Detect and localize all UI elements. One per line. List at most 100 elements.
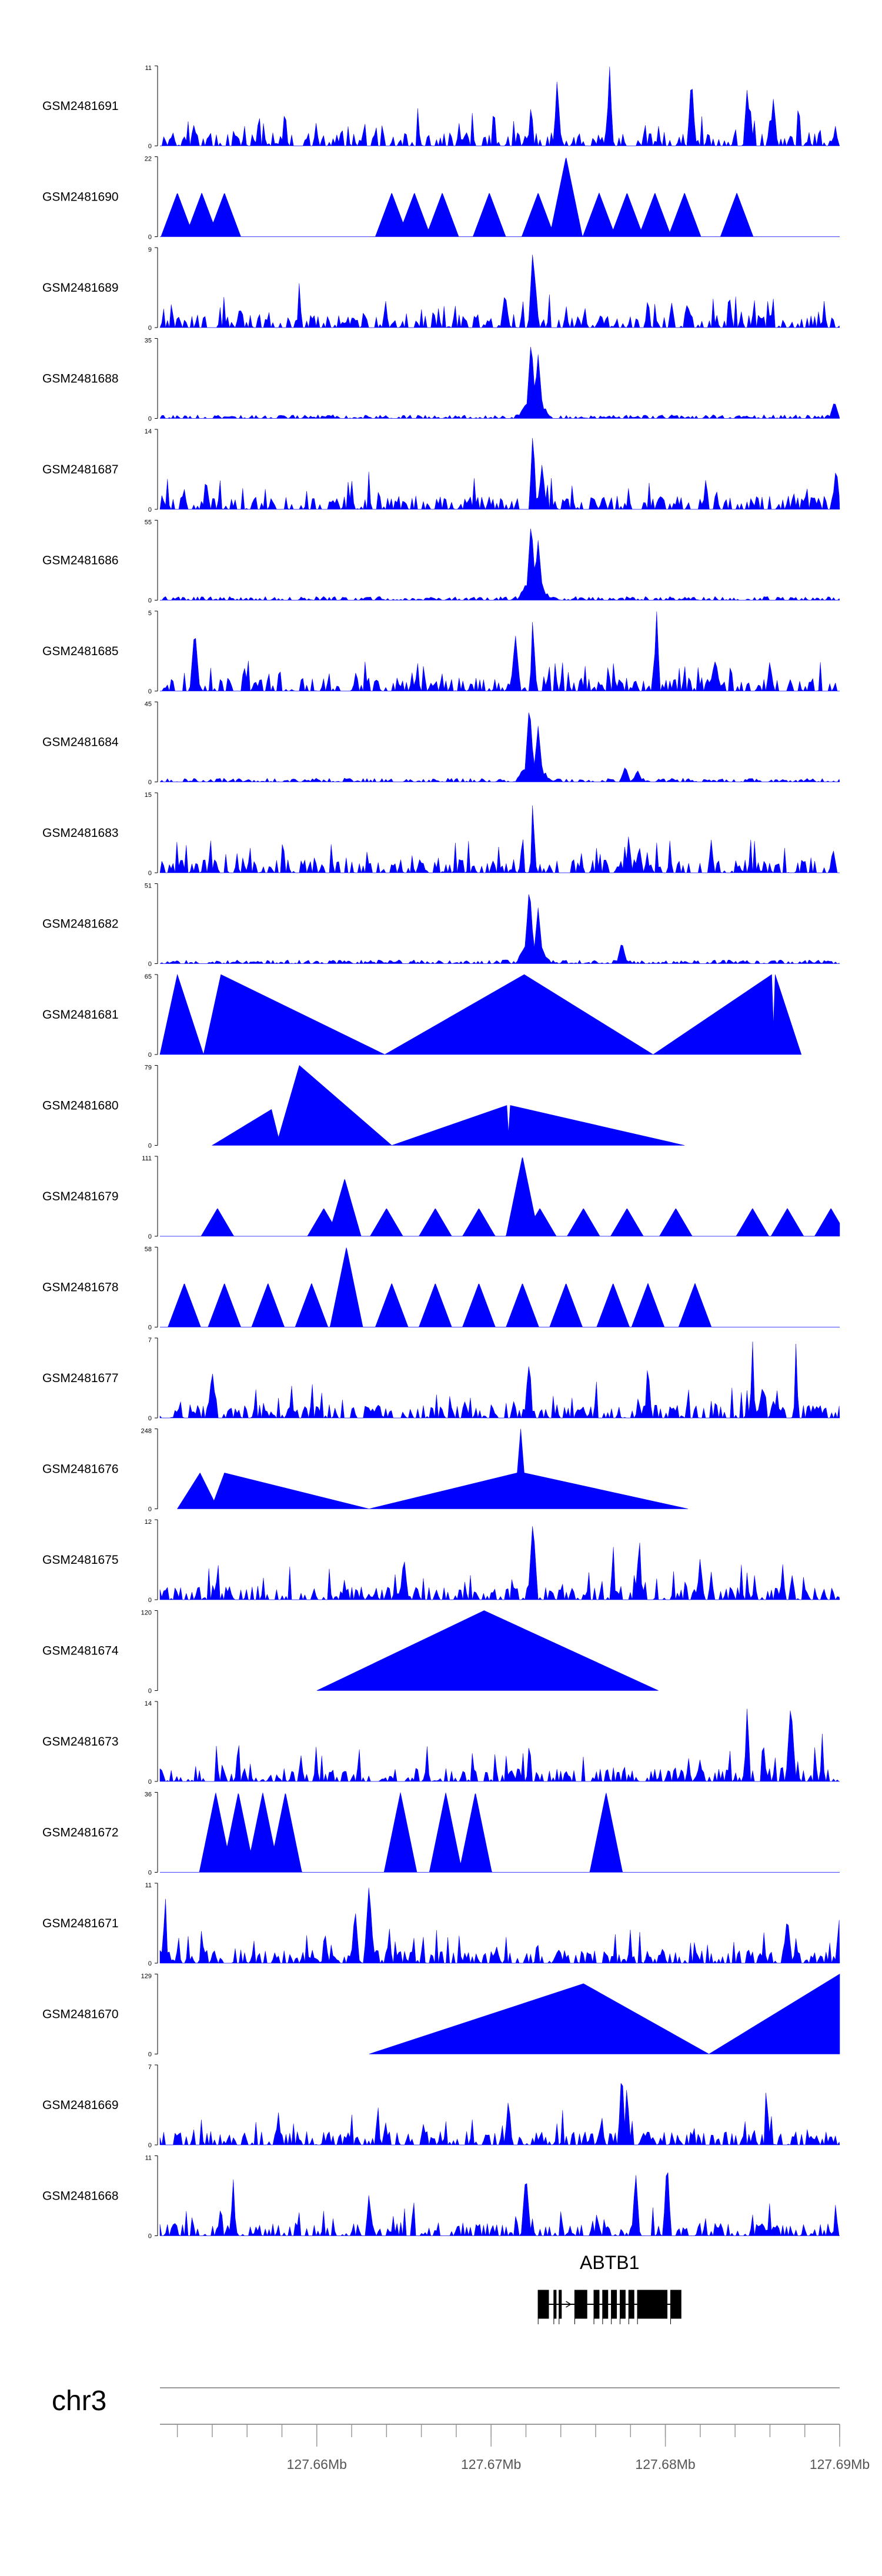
track-GSM2481673: GSM2481673 14 0 [42, 1700, 840, 1786]
chromosome-label: chr3 [52, 2385, 106, 2417]
track-label: GSM2481680 [42, 1099, 119, 1113]
track-GSM2481681: GSM2481681 65 0 [42, 973, 802, 1059]
y-tick-label-min: 0 [148, 2233, 152, 2240]
gene-exon-8 [628, 2290, 634, 2319]
y-tick-label-min: 0 [148, 1778, 152, 1786]
coverage-area [159, 973, 802, 1056]
track-label: GSM2481675 [42, 1553, 119, 1567]
y-tick-label-max: 45 [145, 701, 152, 708]
track-GSM2481688: GSM2481688 35 0 [42, 338, 840, 423]
track-label: GSM2481683 [42, 826, 119, 840]
track-GSM2481683: GSM2481683 15 0 [42, 792, 840, 877]
y-tick-label-min: 0 [148, 1506, 152, 1513]
y-tick-label-min: 0 [148, 779, 152, 786]
y-tick-label-min: 0 [148, 870, 152, 877]
coverage-area [159, 438, 840, 510]
track-GSM2481691: GSM2481691 11 0 [42, 65, 840, 150]
axis-tick-label: 127.66Mb [287, 2457, 347, 2472]
track-label: GSM2481671 [42, 1917, 119, 1930]
coverage-area [159, 346, 840, 419]
gene-model-track: ABTB1 [537, 2252, 681, 2324]
y-tick-label-min: 0 [148, 234, 152, 241]
y-tick-label-max: 55 [145, 519, 152, 526]
track-GSM2481684: GSM2481684 45 0 [42, 701, 840, 786]
y-tick-label-min: 0 [148, 961, 152, 968]
gene-exon-0 [537, 2290, 549, 2319]
y-tick-label-max: 7 [148, 2064, 152, 2071]
y-tick-label-max: 11 [145, 65, 152, 72]
coverage-area [160, 157, 840, 238]
y-tick-label-min: 0 [148, 506, 152, 513]
track-label: GSM2481674 [42, 1644, 119, 1658]
gene-exon-3 [574, 2290, 587, 2319]
axis-tick-label: 127.67Mb [461, 2457, 521, 2472]
track-GSM2481670: GSM2481670 129 0 [42, 1973, 840, 2058]
axis-tick-label: 127.69Mb [810, 2457, 870, 2472]
track-GSM2481680: GSM2481680 79 0 [42, 1065, 685, 1150]
y-tick-label-max: 79 [145, 1065, 152, 1072]
y-tick-label-max: 9 [148, 246, 152, 253]
track-label: GSM2481690 [42, 191, 119, 204]
y-tick-label-min: 0 [148, 2142, 152, 2149]
track-GSM2481671: GSM2481671 11 0 [42, 1882, 840, 1967]
track-GSM2481677: GSM2481677 7 0 [42, 1337, 840, 1422]
track-label: GSM2481676 [42, 1463, 119, 1476]
y-tick-label-max: 129 [141, 1973, 152, 1980]
coverage-tracks: GSM2481691110GSM2481690220GSM248168990GS… [42, 65, 840, 2240]
y-tick-label-min: 0 [148, 143, 152, 150]
track-GSM2481679: GSM2481679 111 0 [42, 1155, 840, 1240]
track-GSM2481687: GSM2481687 14 0 [42, 428, 840, 513]
track-GSM2481682: GSM2481682 51 0 [42, 883, 840, 968]
y-tick-label-max: 248 [141, 1428, 152, 1435]
y-tick-label-max: 5 [148, 610, 152, 617]
y-tick-label-max: 65 [145, 973, 152, 980]
track-GSM2481686: GSM2481686 55 0 [42, 519, 840, 605]
gene-label: ABTB1 [580, 2252, 639, 2273]
coverage-area [177, 1429, 689, 1509]
y-tick-label-min: 0 [148, 1052, 152, 1059]
coverage-area [159, 805, 840, 873]
y-tick-label-min: 0 [148, 1870, 152, 1877]
y-tick-label-max: 120 [141, 1610, 152, 1617]
track-GSM2481685: GSM2481685 5 0 [42, 610, 840, 695]
coverage-area [316, 1610, 659, 1691]
coverage-area [160, 1157, 840, 1237]
coverage-area [160, 1247, 840, 1327]
gene-exon-7 [620, 2290, 626, 2319]
y-tick-label-min: 0 [148, 688, 152, 695]
track-label: GSM2481681 [42, 1008, 119, 1022]
y-tick-label-max: 36 [145, 1791, 152, 1798]
y-tick-label-min: 0 [148, 598, 152, 605]
y-tick-label-max: 58 [145, 1246, 152, 1253]
y-tick-label-max: 14 [145, 1700, 152, 1707]
coverage-area [159, 1526, 840, 1600]
coverage-area [160, 528, 840, 601]
y-tick-label-min: 0 [148, 1233, 152, 1240]
strand-arrow-icon [566, 2301, 572, 2308]
coverage-area [159, 1887, 840, 1964]
y-tick-label-max: 111 [142, 1155, 152, 1162]
y-tick-label-min: 0 [148, 1597, 152, 1604]
track-label: GSM2481677 [42, 1372, 119, 1385]
track-GSM2481678: GSM2481678 58 0 [42, 1246, 840, 1332]
y-tick-label-max: 15 [145, 792, 152, 799]
track-label: GSM2481672 [42, 1826, 119, 1840]
gene-exon-6 [611, 2290, 617, 2319]
y-tick-label-max: 22 [145, 156, 152, 163]
coverage-area [160, 611, 840, 692]
track-label: GSM2481679 [42, 1190, 119, 1203]
track-label: GSM2481689 [42, 281, 119, 295]
coverage-area [159, 894, 840, 965]
track-label: GSM2481668 [42, 2190, 119, 2203]
track-label: GSM2481688 [42, 372, 119, 386]
y-tick-label-max: 51 [145, 883, 152, 890]
y-tick-label-min: 0 [148, 325, 152, 332]
y-tick-label-max: 7 [148, 1337, 152, 1344]
gene-exon-2 [559, 2290, 562, 2319]
y-tick-label-min: 0 [148, 1324, 152, 1332]
coverage-area [159, 1709, 840, 1782]
coverage-area [159, 1342, 840, 1419]
y-tick-label-max: 14 [145, 428, 152, 435]
coverage-area [159, 2083, 840, 2145]
track-label: GSM2481669 [42, 2098, 119, 2112]
